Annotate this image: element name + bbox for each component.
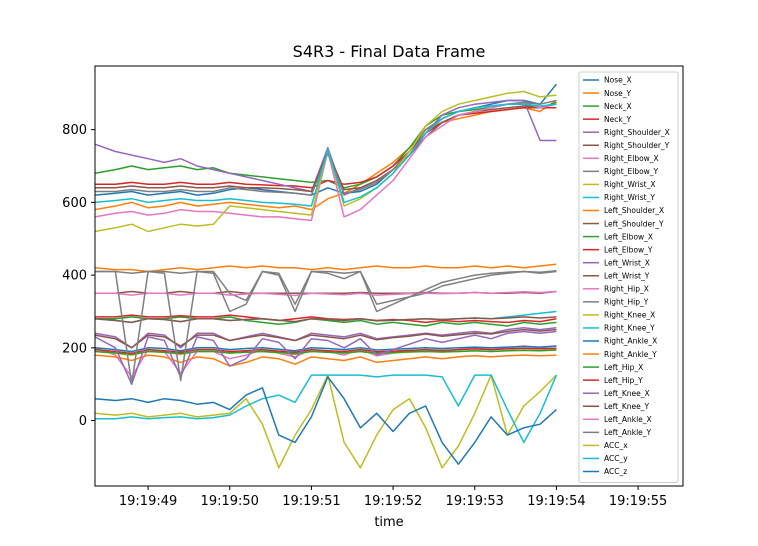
series-line-neck-y bbox=[95, 107, 557, 189]
legend-label: Right_Hip_X bbox=[604, 285, 649, 294]
y-tick-label: 0 bbox=[79, 414, 87, 429]
y-axis: 0 200 400 600 800 bbox=[62, 123, 95, 429]
legend-label: Left_Wrist_Y bbox=[604, 271, 650, 280]
x-tick-label: 19:19:53 bbox=[446, 494, 504, 509]
series-line-left-hip-y bbox=[94, 347, 557, 355]
legend-label: Left_Hip_X bbox=[604, 363, 643, 372]
legend-label: Neck_X bbox=[604, 102, 632, 111]
x-axis: 19:19:49 19:19:50 19:19:51 19:19:52 19:19:53… bbox=[119, 486, 667, 509]
legend-label: Left_Knee_X bbox=[604, 389, 650, 398]
legend-label: Left_Shoulder_X bbox=[604, 206, 664, 215]
series-line-left-knee-x bbox=[94, 330, 557, 385]
x-axis-label: time bbox=[374, 515, 403, 530]
x-tick-label: 19:19:55 bbox=[609, 494, 667, 509]
legend-box bbox=[578, 71, 679, 484]
legend-label: Left_Hip_Y bbox=[604, 376, 643, 385]
legend-label: Right_Elbow_X bbox=[604, 154, 659, 163]
x-tick-label: 19:19:54 bbox=[527, 494, 585, 509]
chart-title: S4R3 - Final Data Frame bbox=[293, 42, 486, 61]
series-line-right-ankle-x bbox=[94, 345, 557, 353]
legend-label: Right_Ankle_Y bbox=[604, 350, 657, 359]
series-line-left-elbow-y bbox=[95, 314, 557, 324]
series-line-right-wrist-y bbox=[94, 103, 557, 207]
legend-label: Left_Elbow_Y bbox=[604, 245, 653, 254]
y-tick-label: 200 bbox=[62, 341, 87, 356]
legend-label: Right_Wrist_Y bbox=[604, 193, 655, 202]
series-line-right-hip-y bbox=[95, 270, 557, 305]
legend-label: ACC_z bbox=[604, 467, 627, 476]
y-tick-label: 600 bbox=[62, 196, 87, 211]
legend-label: Right_Shoulder_X bbox=[604, 128, 670, 137]
series-line-right-shoulder-x bbox=[94, 99, 557, 196]
legend-label: Left_Wrist_X bbox=[604, 258, 650, 267]
x-tick-label: 19:19:52 bbox=[364, 494, 422, 509]
series-line-nose-y bbox=[94, 99, 557, 211]
y-tick-label: 400 bbox=[62, 269, 87, 284]
legend: Nose_X Nose_Y Neck_X Neck_Y Right_Shoulder_X… bbox=[578, 71, 679, 484]
series-line-acc-z bbox=[94, 376, 557, 465]
series-line-right-ankle-y bbox=[94, 354, 557, 367]
series-line-left-ankle-y bbox=[95, 269, 557, 385]
series-layer bbox=[94, 83, 558, 469]
x-tick-label: 19:19:51 bbox=[282, 494, 340, 509]
legend-label: Right_Knee_Y bbox=[604, 324, 655, 333]
series-line-left-elbow-x bbox=[95, 316, 557, 327]
legend-label: Right_Wrist_X bbox=[604, 180, 655, 189]
plot-frame bbox=[94, 65, 684, 487]
x-tick-label: 19:19:50 bbox=[201, 494, 259, 509]
legend-label: Left_Shoulder_Y bbox=[604, 219, 664, 228]
series-line-left-shoulder-x bbox=[94, 263, 557, 273]
series-line-left-ankle-x bbox=[95, 290, 557, 297]
legend-label: Neck_Y bbox=[604, 115, 631, 124]
legend-label: Right_Knee_X bbox=[604, 311, 655, 320]
legend-label: Right_Hip_Y bbox=[604, 298, 649, 307]
legend-label: Left_Ankle_Y bbox=[604, 428, 652, 437]
legend-label: ACC_y bbox=[604, 454, 628, 463]
legend-label: Right_Elbow_Y bbox=[604, 167, 659, 176]
legend-label: ACC_x bbox=[604, 441, 628, 450]
x-tick-label: 19:19:49 bbox=[119, 494, 177, 509]
series-line-left-hip-x bbox=[94, 349, 557, 356]
series-line-left-knee-y bbox=[94, 316, 557, 324]
legend-label: Right_Shoulder_Y bbox=[604, 141, 670, 150]
legend-label: Left_Ankle_X bbox=[604, 415, 652, 424]
legend-label: Right_Ankle_X bbox=[604, 337, 657, 346]
legend-label: Left_Knee_Y bbox=[604, 402, 650, 411]
legend-label: Left_Elbow_X bbox=[604, 232, 653, 241]
legend-label: Nose_Y bbox=[604, 89, 631, 98]
y-tick-label: 800 bbox=[62, 123, 87, 138]
legend-label: Nose_X bbox=[604, 76, 632, 85]
series-line-acc-y bbox=[95, 374, 558, 444]
